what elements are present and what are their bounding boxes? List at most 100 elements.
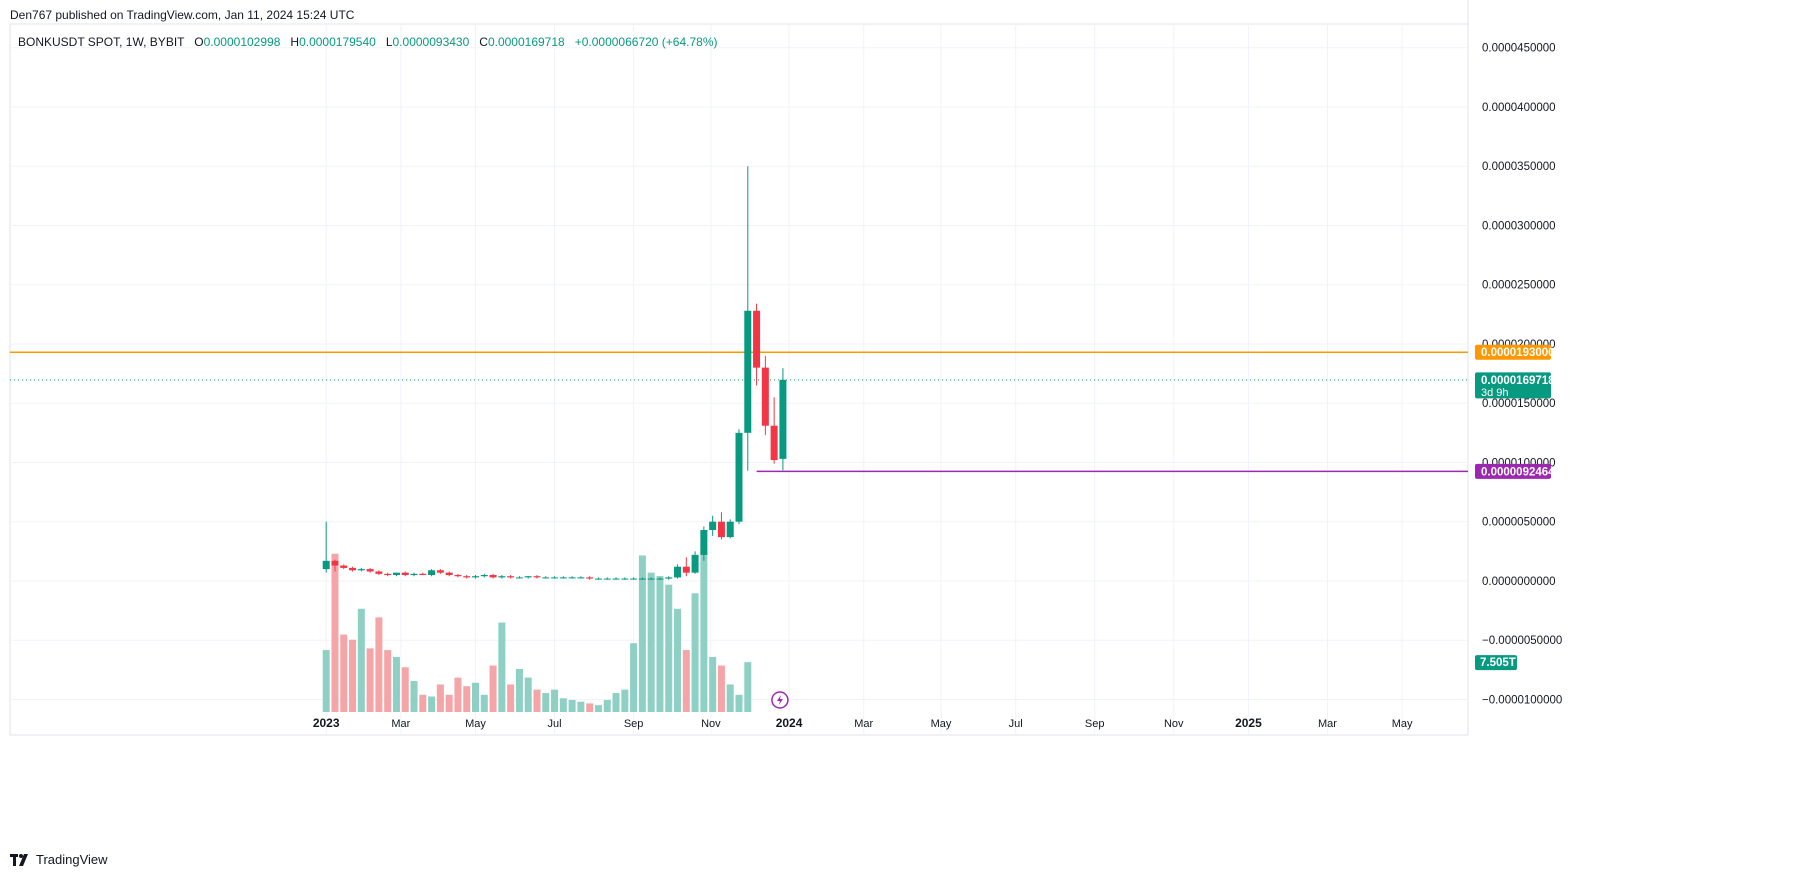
candle-body	[656, 578, 664, 580]
time-tick-label: May	[1392, 718, 1413, 730]
candle-body	[322, 560, 330, 570]
volume-bar	[489, 665, 497, 712]
candle-body	[594, 578, 602, 580]
footer-brand[interactable]: TradingView	[10, 852, 108, 867]
publish-info: Den767 published on TradingView.com, Jan…	[10, 8, 354, 22]
volume-bar	[349, 639, 357, 712]
tradingview-logo-icon	[10, 853, 28, 866]
price-tick-label: −0.0000050000	[1482, 635, 1562, 647]
hline-label-resistance-text: 0.0000193000	[1481, 347, 1555, 359]
candle-body	[524, 576, 532, 578]
time-tick-label: May	[465, 718, 486, 730]
candle-body	[551, 577, 559, 579]
time-tick-label: Nov	[1164, 718, 1184, 730]
time-axis[interactable]: 2023 Mar May Jul Sep Nov 2024 Mar May Jul Sep Nov 20…	[313, 716, 1413, 730]
price-tick-label: 0.0000400000	[1482, 102, 1556, 114]
publish-text: Den767 published on TradingView.com, Jan…	[10, 8, 355, 22]
candle-body	[735, 432, 743, 522]
volume-bars	[322, 552, 752, 712]
volume-bar	[392, 656, 400, 712]
candle-body	[682, 566, 690, 573]
candle-body	[744, 310, 752, 433]
candle-body	[726, 521, 734, 538]
volume-bar	[612, 693, 620, 712]
high-value: 0.0000179540	[299, 35, 376, 49]
volume-bar	[472, 682, 480, 712]
candle-body	[454, 575, 462, 577]
volume-bar	[375, 617, 383, 712]
candle-body	[568, 577, 576, 579]
chart-grid	[9, 0, 1469, 736]
volume-bar	[366, 648, 374, 712]
candle-body	[410, 573, 418, 576]
candle-body	[331, 560, 339, 566]
candle-body	[665, 577, 673, 579]
candle-body	[630, 578, 638, 580]
volume-bar	[586, 703, 594, 712]
volume-bar	[524, 677, 532, 712]
time-tick-label: 2023	[313, 716, 340, 730]
volume-bar	[717, 665, 725, 712]
volume-bar	[384, 650, 392, 712]
candle-body	[674, 566, 682, 578]
volume-bar	[630, 643, 638, 712]
candle-body	[779, 379, 787, 459]
low-label: L	[385, 35, 393, 49]
candle-body	[533, 576, 541, 578]
volume-label-box	[1475, 655, 1517, 671]
volume-bar	[735, 694, 743, 712]
volume-bar	[463, 686, 471, 712]
volume-bar	[559, 698, 567, 712]
volume-label-text: 7.505T	[1480, 657, 1516, 669]
time-tick-label: Mar	[1318, 718, 1337, 730]
close-label: C	[479, 35, 488, 49]
time-tick-label: 2025	[1235, 716, 1262, 730]
volume-bar	[568, 699, 576, 712]
candle-body	[349, 567, 357, 571]
candle-body	[717, 521, 725, 538]
candle-body	[472, 576, 480, 578]
candle-body	[638, 578, 646, 580]
candle-body	[770, 425, 778, 461]
horizontal-lines[interactable]	[10, 351, 1468, 473]
price-tick-label: −0.0000100000	[1482, 694, 1562, 706]
volume-bar	[410, 681, 418, 712]
candle-body	[577, 577, 585, 579]
candle-body	[489, 575, 497, 578]
volume-bar	[436, 684, 444, 712]
volume-bar	[454, 677, 462, 712]
time-tick-label: Sep	[624, 718, 644, 730]
candle-body	[392, 572, 400, 576]
volume-bar	[357, 608, 365, 712]
candlesticks	[322, 166, 787, 580]
volume-bar	[621, 689, 629, 712]
volume-bar	[726, 684, 734, 712]
symbol-legend: BONKUSDT SPOT, 1W, BYBIT O0.0000102998 H…	[18, 35, 718, 49]
symbol-name[interactable]: BONKUSDT SPOT, 1W, BYBIT	[18, 35, 185, 49]
candle-body	[480, 575, 488, 577]
candle-body	[436, 570, 444, 573]
last-price-label-countdown: 3d 9h	[1481, 387, 1509, 399]
volume-bar	[515, 668, 523, 712]
volume-bar	[682, 650, 690, 712]
price-tick-label: 0.0000150000	[1482, 398, 1556, 410]
candle-body	[559, 577, 567, 579]
volume-bar	[401, 667, 409, 712]
price-tick-label: 0.0000050000	[1482, 517, 1556, 529]
volume-bar	[428, 696, 436, 712]
hline-label-support-text: 0.0000092464	[1481, 466, 1555, 478]
volume-bar	[322, 650, 330, 712]
candle-body	[586, 577, 594, 579]
last-price-label-box	[1475, 372, 1551, 399]
volume-bar	[744, 662, 752, 712]
time-tick-label: Sep	[1085, 718, 1105, 730]
close-value: 0.0000169718	[487, 35, 565, 49]
volume-bar	[603, 699, 611, 712]
time-tick-label: Mar	[391, 718, 410, 730]
candle-body	[366, 569, 374, 572]
hline-label-support-box	[1475, 463, 1551, 479]
brand-name: TradingView	[36, 852, 108, 867]
low-value: 0.0000093430	[392, 35, 470, 49]
time-tick-label: Nov	[701, 718, 721, 730]
